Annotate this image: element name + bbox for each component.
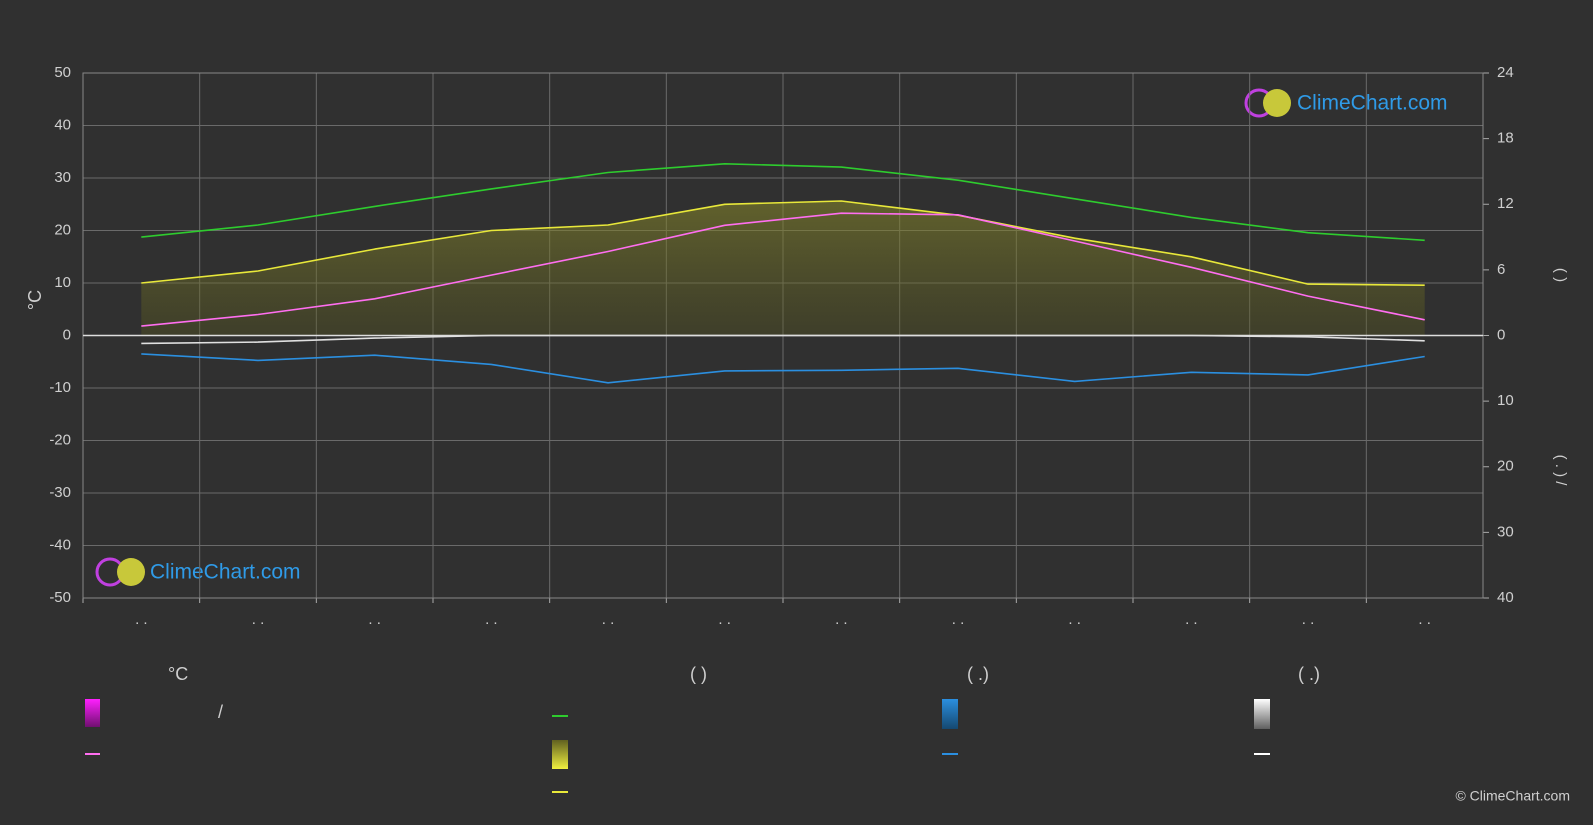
logo-sun <box>1263 89 1291 117</box>
sunshine-area <box>141 201 1425 336</box>
y2-tick-label: 6 <box>1497 261 1505 278</box>
legend-header: ( .) <box>967 664 989 684</box>
y3-tick-label: 10 <box>1497 392 1514 409</box>
logo-bottom: ClimeChart.com <box>95 557 301 587</box>
x-tick-label: . . <box>835 611 848 628</box>
legend-swatch <box>942 699 958 729</box>
y3-tick-label: 30 <box>1497 523 1514 540</box>
y-tick-label: 10 <box>54 274 71 291</box>
logo-sun <box>117 558 145 586</box>
x-tick-label: . . <box>1302 611 1315 628</box>
y-tick-label: 0 <box>63 326 71 343</box>
x-tick-label: . . <box>252 611 265 628</box>
legend-swatch <box>1254 699 1270 729</box>
y-tick-label: -30 <box>49 484 71 501</box>
logo-text: ClimeChart.com <box>150 561 301 584</box>
y-tick-label: -20 <box>49 431 71 448</box>
legend: °C ( ) ( .) ( .) / <box>85 664 1320 793</box>
x-tick-label: . . <box>718 611 731 628</box>
y-tick-label: -50 <box>49 589 71 606</box>
y-axis-label: °C <box>25 290 45 310</box>
y-tick-label: 30 <box>54 169 71 186</box>
y-tick-label: 20 <box>54 221 71 238</box>
y2-tick-label: 0 <box>1497 326 1505 343</box>
copyright: © ClimeChart.com <box>1455 788 1570 804</box>
y-tick-label: -40 <box>49 536 71 553</box>
legend-swatch <box>552 740 568 769</box>
legend-header: ( .) <box>1298 664 1320 684</box>
series-line <box>141 200 1425 286</box>
y3-axis-label: ( . ) / <box>1552 455 1569 487</box>
y-tick-label: 50 <box>54 64 71 81</box>
y2-tick-label: 12 <box>1497 195 1514 212</box>
y3-tick-label: 40 <box>1497 589 1514 606</box>
legend-separator: / <box>218 702 223 722</box>
x-tick-label: . . <box>135 611 148 628</box>
series-line <box>141 212 1425 327</box>
x-tick-label: . . <box>1185 611 1198 628</box>
x-tick-label: . . <box>1418 611 1431 628</box>
x-tick-label: . . <box>602 611 615 628</box>
legend-header: °C <box>168 664 188 684</box>
logo-text: ClimeChart.com <box>1297 92 1448 115</box>
y-tick-label: -10 <box>49 379 71 396</box>
y2-tick-label: 24 <box>1497 64 1514 81</box>
y3-tick-label: 20 <box>1497 458 1514 475</box>
y2-tick-label: 18 <box>1497 130 1514 147</box>
x-tick-label: . . <box>1068 611 1081 628</box>
series-line <box>141 163 1425 242</box>
x-tick-label: . . <box>485 611 498 628</box>
x-tick-label: . . <box>952 611 965 628</box>
x-tick-label: . . <box>368 611 381 628</box>
y2-axis-label: ( ) <box>1552 268 1569 282</box>
legend-header: ( ) <box>690 664 707 684</box>
logo-top: ClimeChart.com <box>1244 88 1448 118</box>
legend-swatch <box>85 699 100 727</box>
series-line <box>141 353 1425 384</box>
y-tick-label: 40 <box>54 116 71 133</box>
